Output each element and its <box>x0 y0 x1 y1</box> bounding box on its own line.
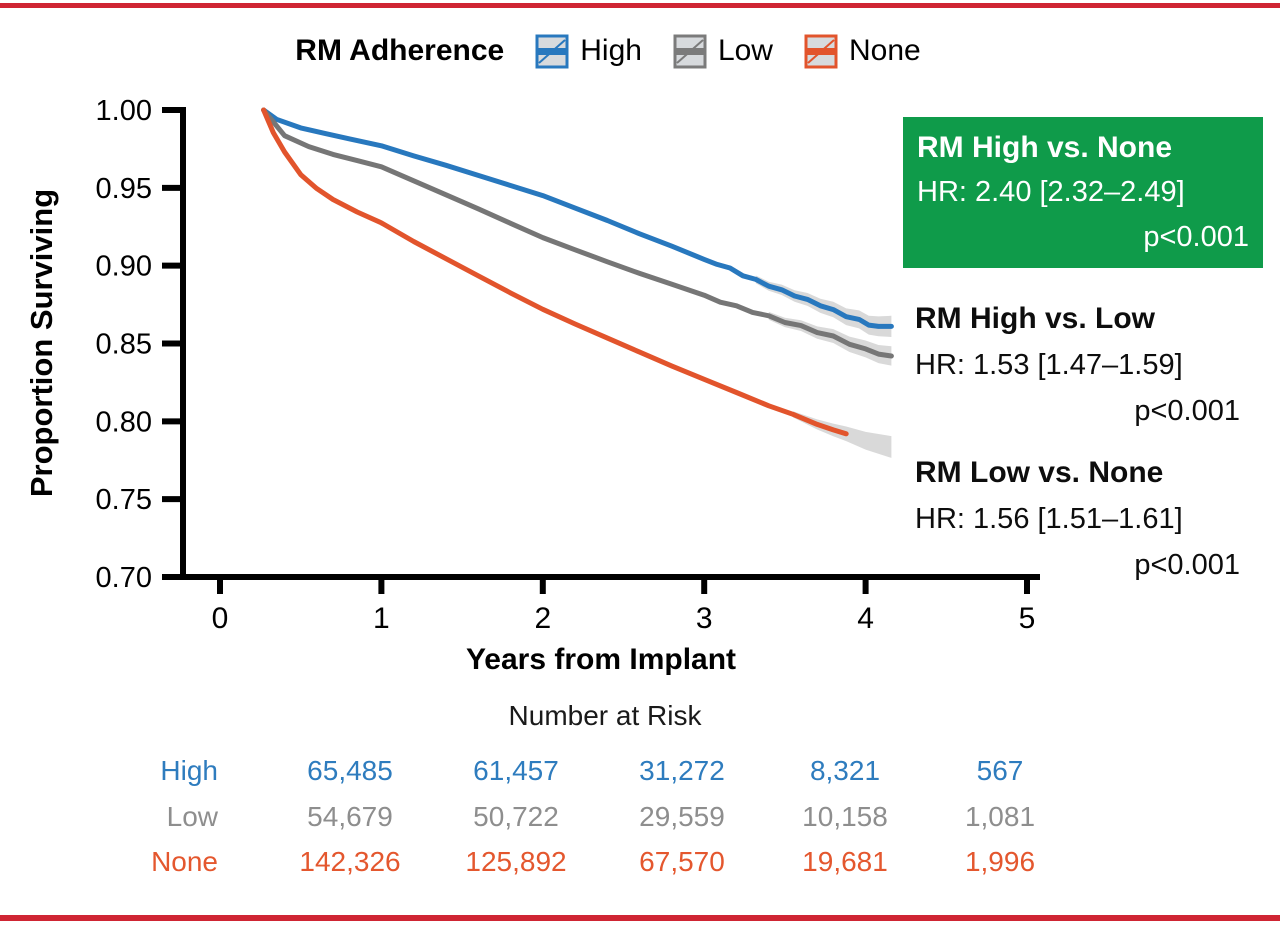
risk-value: 67,570 <box>639 846 725 877</box>
risk-value: 54,679 <box>307 801 393 832</box>
risk-value: 1,081 <box>964 801 1036 832</box>
x-tick-label: 0 <box>212 602 229 635</box>
risk-value: 8,321 <box>809 755 881 786</box>
risk-table: High 65,485 61,457 31,272 8,321 567 Low 54,679 5… <box>0 745 1280 895</box>
legend: RM Adherence High Low None <box>0 30 1216 72</box>
risk-value: 31,272 <box>639 755 725 786</box>
legend-item-none: None <box>803 32 921 70</box>
legend-label-none: None <box>848 34 921 67</box>
bottom-border-rule <box>0 915 1280 921</box>
annotation-pvalue: p<0.001 <box>1134 549 1240 581</box>
legend-item-low: Low <box>672 32 773 70</box>
risk-value: 1,996 <box>964 846 1036 877</box>
legend-label-low: Low <box>717 34 773 67</box>
x-axis-title: Years from Implant <box>466 643 736 676</box>
risk-value: 50,722 <box>473 801 559 832</box>
risk-value: 19,681 <box>802 846 888 877</box>
risk-value: 61,457 <box>473 755 559 786</box>
legend-item-high: High <box>534 32 642 70</box>
annotation-hr: HR: 1.56 [1.51–1.61] <box>915 503 1183 535</box>
annotation-high-vs-none: RM High vs. None HR: 2.40 [2.32–2.49] p<… <box>903 117 1263 268</box>
y-tick-label: 0.70 <box>96 562 152 594</box>
legend-title: RM Adherence <box>295 34 505 67</box>
x-tick-label: 1 <box>373 602 390 635</box>
risk-value: 10,158 <box>802 801 888 832</box>
y-tick-label: 0.80 <box>96 406 152 438</box>
y-axis-title: Proportion Surviving <box>24 189 59 497</box>
y-tick-label: 0.95 <box>96 173 152 205</box>
risk-row-label: Low <box>166 801 218 832</box>
risk-value: 125,892 <box>465 846 567 877</box>
risk-row-label: High <box>160 755 218 786</box>
top-border-rule <box>0 3 1280 8</box>
annotation-hr: HR: 1.53 [1.47–1.59] <box>915 349 1183 381</box>
annotation-title: RM High vs. None <box>917 131 1173 164</box>
legend-key-icon-none <box>804 34 838 69</box>
y-tick-label: 0.85 <box>96 329 152 361</box>
annotation-low-vs-none: RM Low vs. None HR: 1.56 [1.51–1.61] p<0… <box>915 450 1240 588</box>
risk-row-label: None <box>151 846 218 877</box>
risk-row-low: Low 54,679 50,722 29,559 10,158 1,081 <box>0 797 1280 837</box>
annotation-title: RM High vs. Low <box>915 302 1155 335</box>
risk-value: 29,559 <box>639 801 725 832</box>
risk-row-high: High 65,485 61,457 31,272 8,321 567 <box>0 751 1280 791</box>
y-tick-label: 0.75 <box>96 484 152 516</box>
risk-row-none: None 142,326 125,892 67,570 19,681 1,996 <box>0 842 1280 882</box>
risk-value: 65,485 <box>307 755 393 786</box>
y-tick-label: 1.00 <box>96 95 152 127</box>
annotation-pvalue: p<0.001 <box>1134 395 1240 427</box>
legend-key-icon-low <box>673 34 707 69</box>
y-tick-label: 0.90 <box>96 251 152 283</box>
annotation-title: RM Low vs. None <box>915 456 1164 489</box>
series-line-high <box>261 107 894 329</box>
risk-value: 142,326 <box>299 846 401 877</box>
series-line-low <box>261 107 894 359</box>
risk-table-title: Number at Risk <box>508 700 702 731</box>
legend-label-high: High <box>580 34 642 67</box>
annotation-pvalue: p<0.001 <box>1143 221 1249 253</box>
annotation-hr: HR: 2.40 [2.32–2.49] <box>917 176 1185 208</box>
annotation-high-vs-low: RM High vs. Low HR: 1.53 [1.47–1.59] p<0… <box>915 296 1240 434</box>
x-tick-label: 4 <box>857 602 874 635</box>
series-line-none <box>261 107 849 437</box>
legend-items: High Low None <box>534 32 921 70</box>
x-tick-label: 2 <box>534 602 551 635</box>
x-tick-label: 3 <box>696 602 713 635</box>
legend-key-icon-high <box>535 34 569 69</box>
risk-value: 567 <box>976 755 1024 786</box>
x-tick-label: 5 <box>1019 602 1036 635</box>
